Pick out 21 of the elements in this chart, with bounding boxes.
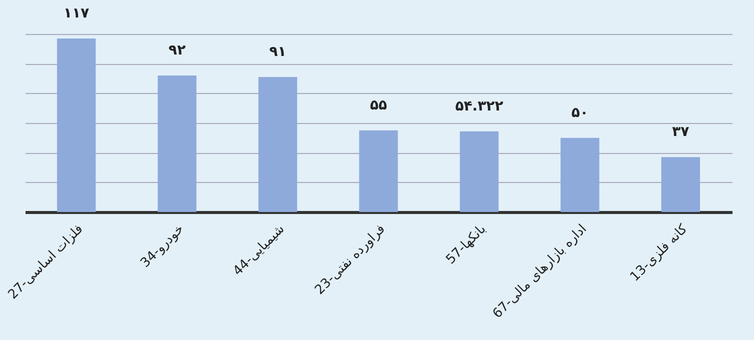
- x-tick-label: 57-بانکها: [443, 222, 490, 268]
- bar: [460, 131, 499, 212]
- x-tick-label: 23-فراورده نفتی: [312, 222, 388, 298]
- bar: [158, 76, 196, 212]
- x-tick-label: 44-شیمیایی: [230, 222, 288, 279]
- data-label: ۵۰: [571, 104, 588, 121]
- bar: [359, 130, 398, 212]
- data-label: ۳۷: [672, 124, 690, 140]
- data-label: ۵۵: [370, 97, 388, 114]
- x-tick-label: 67-اداره بازارهای مالی: [490, 222, 590, 322]
- data-label: ۹۱: [269, 44, 286, 60]
- x-tick-label: 13-کانه فلزی: [628, 221, 692, 285]
- x-tick-label: 27-فلزات اساسی: [6, 222, 86, 302]
- bar: [57, 38, 96, 212]
- x-tick-label: 34-خودرو: [138, 222, 187, 271]
- bar: [661, 157, 700, 212]
- data-label: ۱۱۷: [64, 5, 90, 22]
- bar: [258, 77, 298, 212]
- data-label: ۹۲: [168, 42, 186, 59]
- data-label: ۵۴.۳۲۲: [455, 98, 504, 114]
- bar: [560, 138, 600, 212]
